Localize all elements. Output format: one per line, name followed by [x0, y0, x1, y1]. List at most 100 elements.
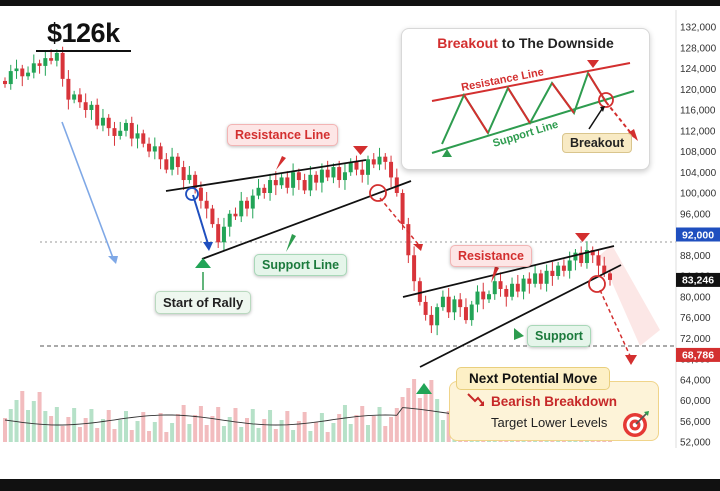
price-tag-box — [676, 347, 720, 362]
candle-body — [210, 208, 215, 225]
inset-resistance-text: Resistance Line — [460, 66, 545, 94]
candle-body — [77, 94, 82, 103]
volume-bar — [49, 416, 54, 442]
y-tick-label: 100,000 — [680, 189, 717, 200]
candle-body — [481, 291, 486, 300]
candle-body — [354, 161, 359, 170]
candle-body — [141, 133, 146, 144]
candle-body — [60, 52, 65, 79]
candle-body — [498, 281, 503, 289]
candle-body — [331, 167, 336, 178]
candle-body — [504, 288, 509, 297]
breakout-projection-line — [379, 197, 419, 245]
candle-body — [348, 161, 353, 173]
candle-body — [440, 296, 445, 308]
candle-body — [268, 180, 273, 193]
support-label: Support — [527, 325, 591, 347]
price-tag-box — [676, 227, 720, 242]
volume-bar — [302, 412, 307, 442]
volume-bar — [43, 411, 48, 442]
candle-body — [377, 156, 382, 165]
volume-bar — [72, 408, 77, 442]
candle-body — [533, 273, 538, 284]
candle-body — [256, 187, 261, 196]
volume-bar — [446, 411, 451, 442]
top-marker-right — [575, 233, 590, 242]
candle-body — [394, 177, 399, 193]
candle-body — [221, 226, 226, 243]
y-tick-label: 132,000 — [680, 23, 717, 34]
volume-bar — [8, 409, 13, 442]
volume-bar — [31, 401, 36, 442]
candle-body — [216, 224, 221, 243]
candle-body — [158, 146, 163, 160]
breakout-projection-arrowhead — [413, 244, 423, 251]
candle-body — [37, 63, 42, 66]
candle-body — [43, 58, 48, 66]
volume-bar — [273, 429, 278, 442]
price-title: $126k — [47, 18, 120, 48]
breakdown-projection-arrowhead — [625, 355, 637, 365]
candle-body — [26, 72, 31, 77]
candle-body — [492, 281, 497, 295]
volume-bar — [337, 414, 342, 442]
volume-bar — [181, 405, 186, 442]
volume-bar — [26, 410, 31, 442]
wedge-support-line — [201, 180, 412, 260]
candle-body — [20, 68, 25, 77]
volume-bar — [366, 425, 370, 442]
candle-body — [458, 299, 463, 308]
volume-bar — [60, 426, 65, 442]
candle-body — [118, 130, 123, 136]
rally-arrowhead — [203, 242, 213, 251]
candle-body — [291, 172, 296, 188]
y-tick-label: 80,000 — [680, 292, 711, 303]
candle-body — [371, 159, 376, 165]
volume-bar — [164, 432, 169, 442]
candle-body — [452, 299, 457, 313]
candle-body — [147, 143, 152, 152]
candle-body — [521, 278, 526, 292]
start-of-rally-label: Start of Rally — [155, 291, 252, 314]
candle-body — [308, 174, 313, 191]
candle-body — [95, 104, 100, 126]
price-tag-label: 92,000 — [682, 229, 714, 241]
volume-bar — [371, 416, 376, 442]
candle-body — [14, 68, 19, 72]
volume-bar — [256, 428, 261, 442]
candle-body — [54, 52, 59, 61]
volume-bar — [331, 423, 336, 442]
trend-down-icon — [467, 393, 484, 406]
volume-bar — [124, 411, 128, 442]
candle-body — [72, 94, 77, 100]
price-tag-box — [676, 272, 720, 287]
candle-body — [49, 58, 54, 61]
candle-body — [227, 213, 232, 227]
candle-body — [561, 265, 566, 271]
volume-bar — [279, 420, 284, 442]
candle-body — [475, 291, 480, 305]
volume-bar — [285, 411, 290, 442]
volume-bar — [14, 400, 19, 442]
inset-title-rest: to The Downside — [497, 35, 614, 51]
candle-body — [325, 169, 330, 178]
target-icon — [623, 411, 649, 437]
candle-body — [262, 187, 267, 193]
support-pointer-2 — [514, 328, 524, 340]
candle-body — [129, 122, 134, 139]
volume-bar — [394, 408, 399, 442]
price-tag-label: 83,246 — [682, 275, 714, 287]
candle-body — [100, 117, 105, 126]
volume-bar — [170, 423, 175, 442]
candle-body — [319, 169, 324, 183]
bearish-breakdown-label: Bearish Breakdown — [491, 394, 618, 409]
candle-body — [193, 174, 198, 188]
volume-bar — [198, 406, 203, 442]
volume-bar — [77, 427, 82, 442]
volume-bar — [440, 420, 445, 442]
volume-bar — [187, 424, 192, 442]
candle-body — [389, 161, 394, 178]
candle-body — [406, 224, 411, 256]
candle-body — [245, 200, 249, 209]
channel-resistance-line — [402, 245, 615, 298]
